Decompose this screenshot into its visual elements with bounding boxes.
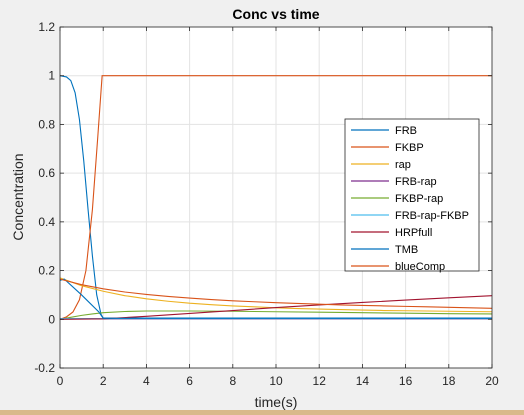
- x-tick-label: 0: [57, 374, 64, 388]
- x-tick-label: 12: [313, 374, 327, 388]
- y-tick-label: -0.2: [34, 361, 55, 375]
- legend-entry-tmb[interactable]: TMB: [351, 244, 418, 256]
- legend-entry-fkbp[interactable]: FKBP: [351, 142, 424, 154]
- legend-entry-rap[interactable]: rap: [351, 159, 411, 171]
- legend-label: FKBP-rap: [395, 193, 443, 205]
- x-tick-label: 4: [143, 374, 150, 388]
- legend-label: HRPfull: [395, 227, 432, 239]
- x-tick-label: 2: [100, 374, 107, 388]
- legend-entry-frb[interactable]: FRB: [351, 125, 417, 137]
- x-tick-label: 8: [229, 374, 236, 388]
- y-tick-label: 0.6: [38, 166, 55, 180]
- x-axis-label: time(s): [255, 394, 298, 410]
- legend-entry-bluecomp[interactable]: blueComp: [351, 261, 445, 273]
- legend-items: FRB FKBP rap FRB-rap FKBP-rap FRB-rap-FKBP HRP…: [351, 125, 469, 273]
- legend-box: [344, 118, 480, 272]
- legend-label: blueComp: [395, 261, 445, 273]
- legend-entry-fkbp-rap[interactable]: FKBP-rap: [351, 193, 443, 205]
- tick-layer: 0 2 4 6 8 10 12 14 16 18 20-0.200.20.40.60.811.2: [34, 20, 499, 388]
- x-tick-label: 14: [356, 374, 370, 388]
- legend-label: FRB-rap: [395, 176, 437, 188]
- y-tick-label: 0.8: [38, 117, 55, 131]
- y-tick-label: 0.4: [38, 215, 55, 229]
- chart-title: Conc vs time: [232, 6, 319, 22]
- legend-label: TMB: [395, 244, 418, 256]
- y-tick-label: 1: [48, 69, 55, 83]
- y-tick-label: 1.2: [38, 20, 55, 34]
- legend-label: FRB-rap-FKBP: [395, 210, 469, 222]
- series-line-fkbp: [59, 75, 492, 320]
- legend-entry-hrpfull[interactable]: HRPfull: [351, 227, 432, 239]
- legend[interactable]: FRB FKBP rap FRB-rap FKBP-rap FRB-rap-FKBP HRP…: [344, 118, 480, 273]
- series-line-hrpfull: [59, 295, 493, 320]
- y-tick-label: 0: [48, 312, 55, 326]
- x-tick-label: 20: [485, 374, 499, 388]
- x-tick-label: 16: [399, 374, 413, 388]
- legend-label: FKBP: [395, 142, 424, 154]
- legend-label: rap: [395, 159, 411, 171]
- x-tick-label: 18: [442, 374, 456, 388]
- legend-label: FRB: [395, 125, 417, 137]
- series-layer: [59, 75, 493, 320]
- series-line-tmb: [59, 278, 492, 319]
- x-tick-label: 10: [269, 374, 283, 388]
- x-tick-label: 6: [186, 374, 193, 388]
- y-tick-label: 0.2: [38, 264, 55, 278]
- series-line-bluecomp: [59, 278, 493, 309]
- y-axis-label: Concentration: [10, 153, 26, 240]
- series-line-fkbp-rap: [59, 310, 493, 320]
- legend-entry-frb-rap[interactable]: FRB-rap: [351, 176, 437, 188]
- legend-entry-frb-rap-fkbp[interactable]: FRB-rap-FKBP: [351, 210, 469, 222]
- window-bottom-edge: [0, 410, 524, 415]
